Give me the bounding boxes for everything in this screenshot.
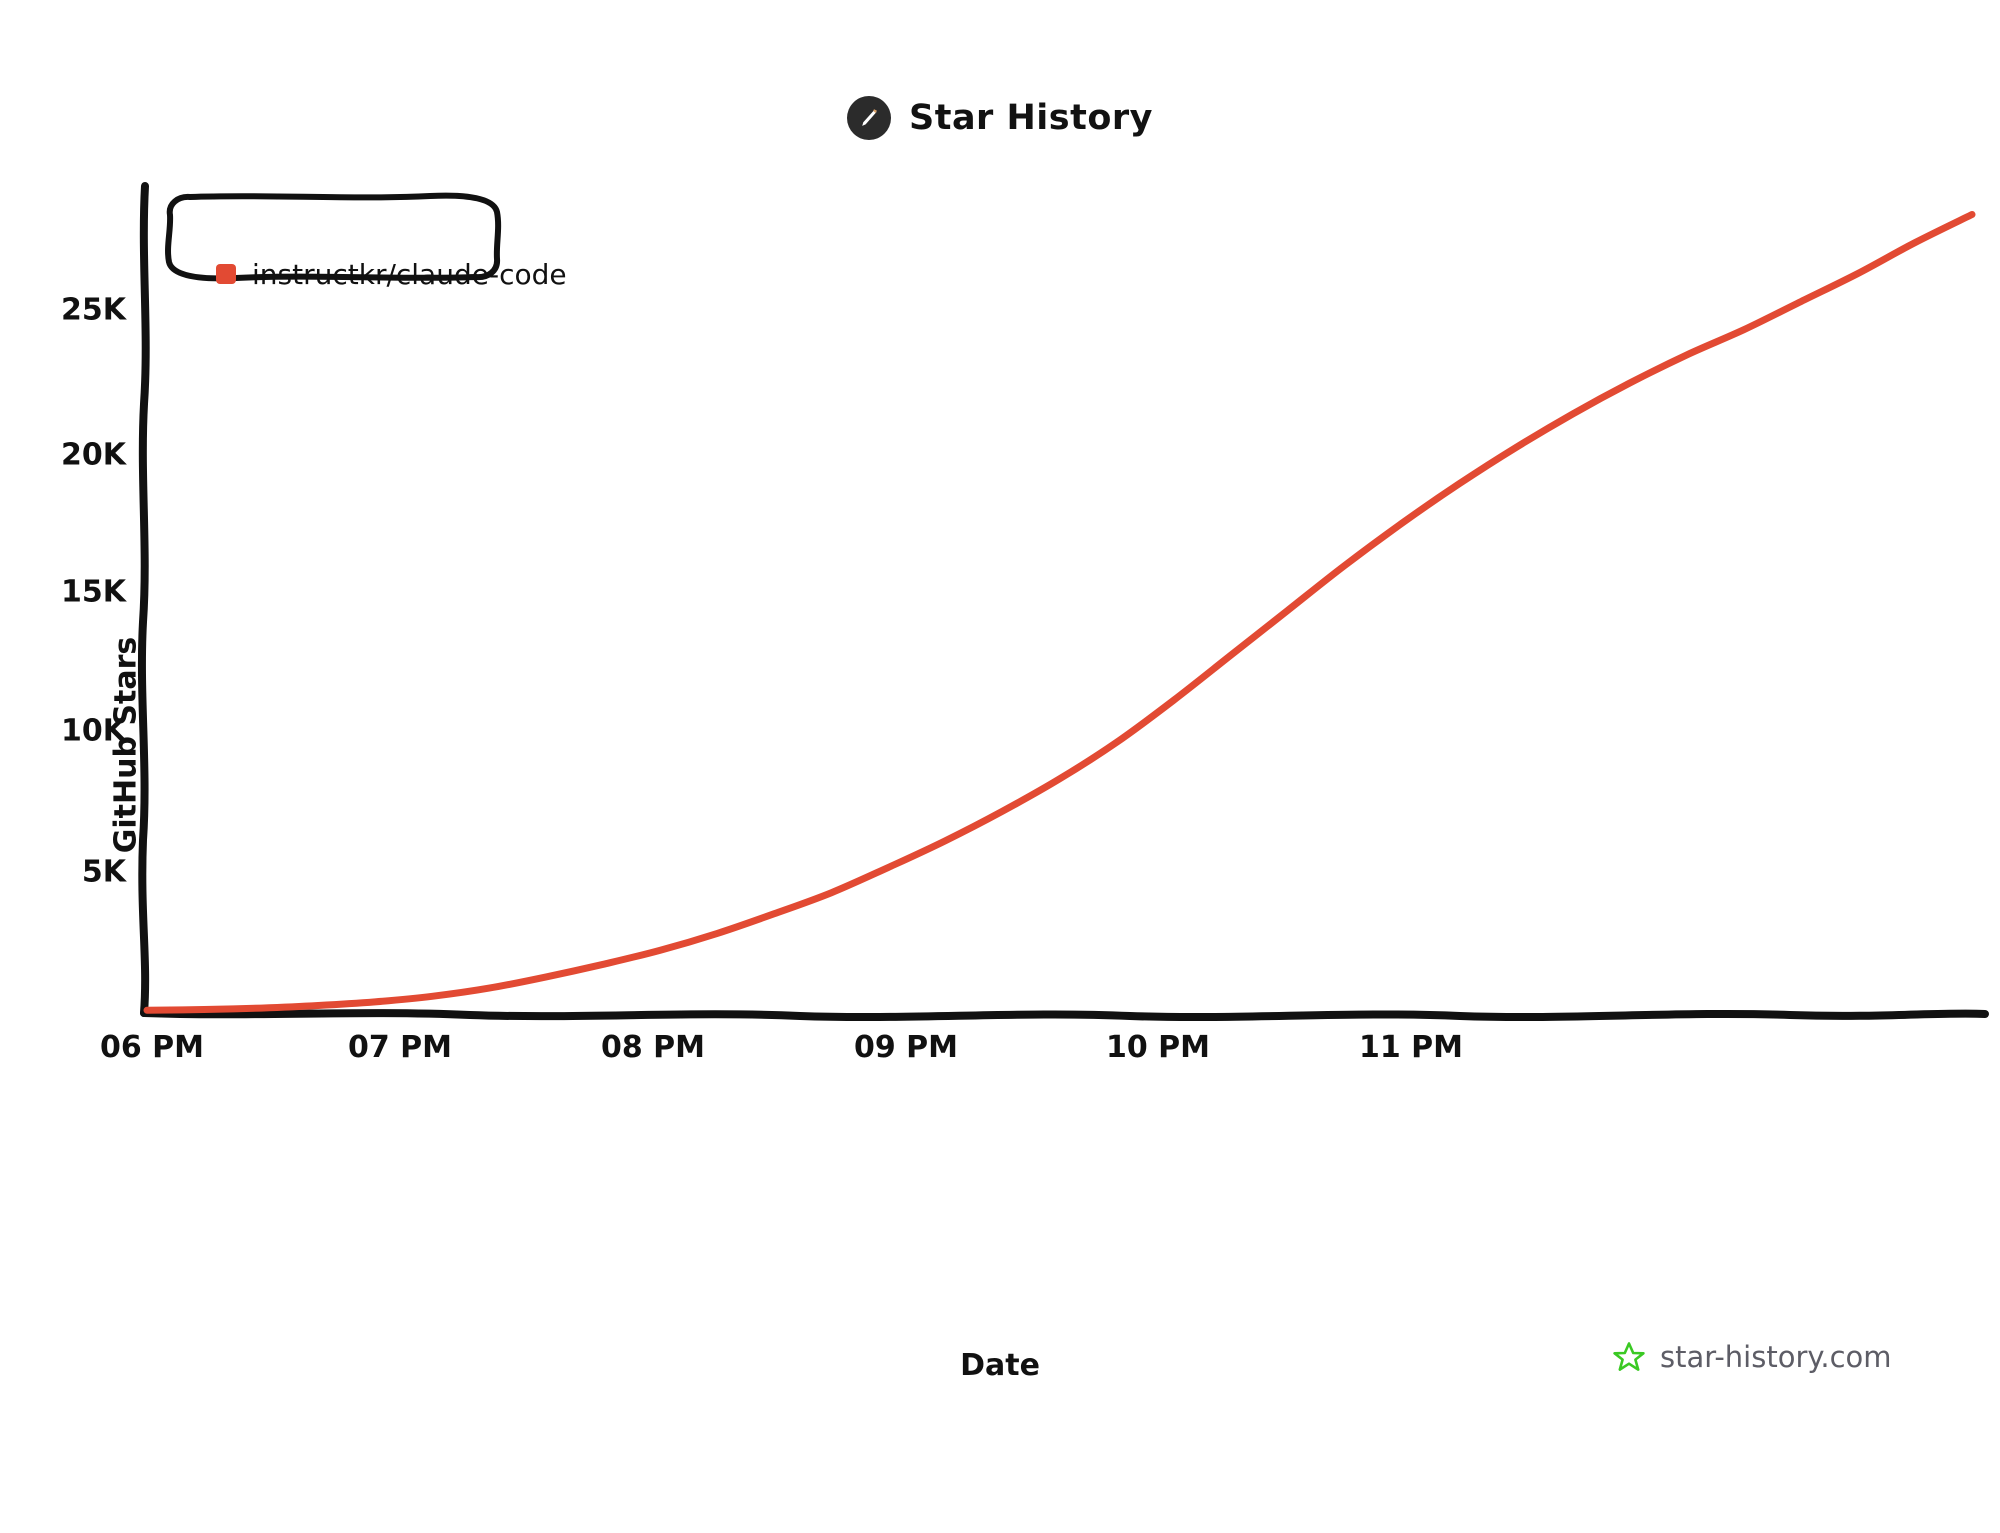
legend-color-swatch <box>216 264 236 284</box>
star-icon <box>1612 1340 1646 1374</box>
y-tick-10k: 10K <box>61 713 126 749</box>
legend[interactable]: instructkr/claude-code <box>194 243 593 305</box>
page-title: Star History <box>909 98 1153 138</box>
pen-circle-icon <box>847 96 891 140</box>
watermark-label: star-history.com <box>1660 1340 1892 1374</box>
y-axis-line <box>137 182 150 1017</box>
x-tick-08pm: 08 PM <box>600 1030 706 1065</box>
x-tick-10pm: 10 PM <box>1105 1030 1211 1065</box>
x-axis-title: Date <box>960 1348 1040 1383</box>
y-tick-15k: 15K <box>61 574 126 610</box>
y-tick-25k: 25K <box>61 292 126 328</box>
x-axis-line <box>140 1009 1989 1022</box>
watermark[interactable]: star-history.com <box>1612 1340 1892 1374</box>
y-tick-5k: 5K <box>81 854 126 890</box>
x-tick-07pm: 07 PM <box>347 1030 453 1065</box>
x-tick-11pm: 11 PM <box>1358 1030 1464 1065</box>
legend-item-label: instructkr/claude-code <box>252 257 567 291</box>
legend-item-instructkr-claude-code[interactable]: instructkr/claude-code <box>216 258 567 291</box>
y-axis-title: GitHub Stars <box>108 636 144 854</box>
x-tick-09pm: 09 PM <box>853 1030 959 1065</box>
x-tick-06pm: 06 PM <box>99 1030 205 1065</box>
y-tick-20k: 20K <box>61 437 126 473</box>
chart-title-block: Star History <box>0 96 2000 140</box>
